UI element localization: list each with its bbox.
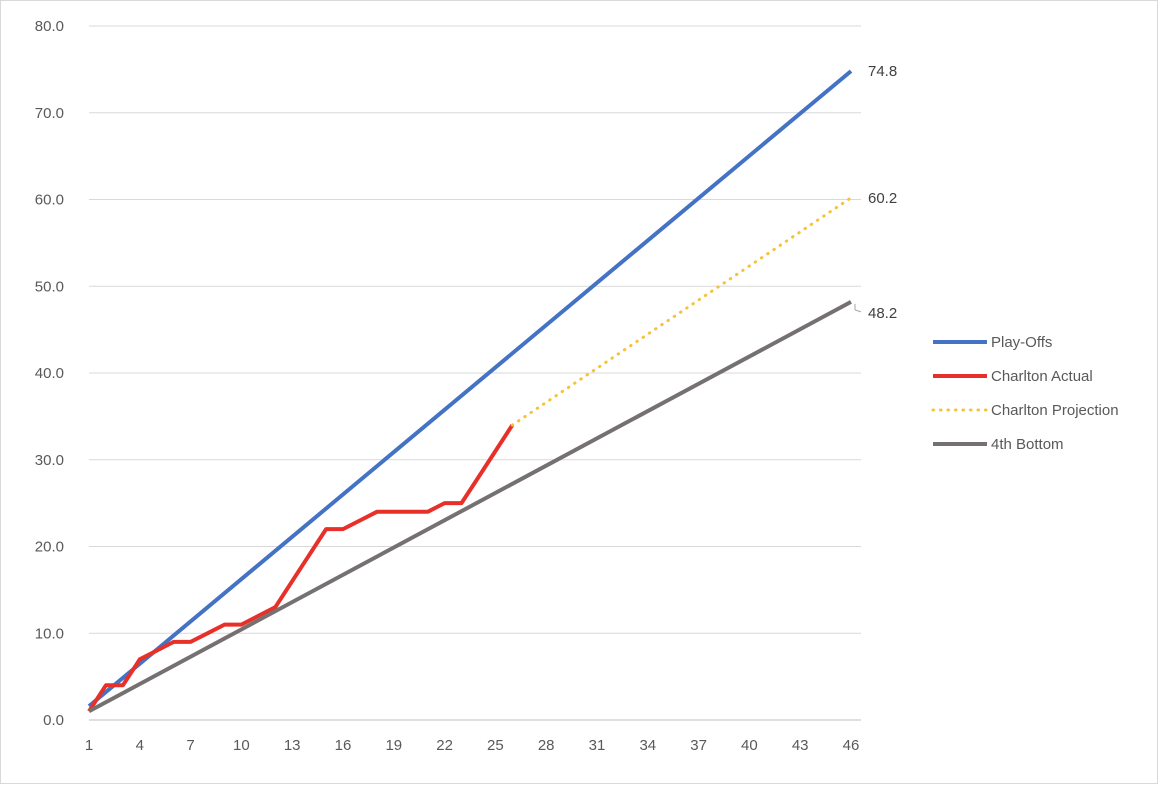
series-line-charlton-projection	[510, 196, 853, 427]
x-tick-label: 22	[436, 737, 453, 754]
y-tick-label: 70.0	[35, 105, 64, 122]
data-label-play-offs: 74.8	[868, 63, 897, 80]
x-tick-label: 37	[690, 737, 707, 754]
y-tick-label: 10.0	[35, 625, 64, 642]
y-tick-label: 0.0	[43, 712, 64, 729]
x-tick-label: 34	[639, 737, 656, 754]
y-tick-label: 80.0	[35, 18, 64, 35]
legend: Play-Offs Charlton Actual Charlton Project…	[931, 334, 1119, 453]
legend-label-play-offs: Play-Offs	[991, 334, 1052, 351]
y-tick-label: 50.0	[35, 278, 64, 295]
x-tick-label: 28	[538, 737, 555, 754]
x-tick-label: 40	[741, 737, 758, 754]
x-tick-label: 19	[385, 737, 402, 754]
data-label-charlton-projection: 60.2	[868, 190, 897, 207]
y-axis: 0.0 10.0 20.0 30.0 40.0 50.0 60.0 70.0 80.0	[35, 18, 64, 729]
data-label-4th-bottom: 48.2	[868, 305, 897, 322]
gridlines	[89, 25, 861, 721]
end-labels: 74.8 60.2 48.2	[854, 63, 897, 322]
y-tick-label: 20.0	[35, 539, 64, 556]
series-line-charlton-actual	[87, 424, 514, 713]
legend-label-4th-bottom: 4th Bottom	[991, 436, 1064, 453]
series-lines	[87, 69, 853, 714]
y-tick-label: 30.0	[35, 452, 64, 469]
x-tick-label: 16	[335, 737, 352, 754]
y-tick-label: 40.0	[35, 365, 64, 382]
x-tick-label: 25	[487, 737, 504, 754]
y-tick-label: 60.0	[35, 192, 64, 209]
series-line-4th-bottom	[88, 300, 852, 714]
x-tick-label: 1	[85, 737, 93, 754]
legend-label-charlton-projection: Charlton Projection	[991, 402, 1119, 419]
series-line-play-offs	[87, 69, 853, 708]
x-tick-label: 46	[843, 737, 860, 754]
label-leader-line	[854, 303, 862, 313]
x-axis: 1 4 7 10 13 16 19 22 25 28 31 34 37 40 43 46	[85, 719, 861, 754]
legend-label-charlton-actual: Charlton Actual	[991, 368, 1093, 385]
x-tick-label: 43	[792, 737, 809, 754]
x-tick-label: 7	[186, 737, 194, 754]
x-tick-label: 4	[136, 737, 144, 754]
x-tick-label: 31	[589, 737, 606, 754]
x-tick-label: 13	[284, 737, 301, 754]
x-tick-label: 10	[233, 737, 250, 754]
